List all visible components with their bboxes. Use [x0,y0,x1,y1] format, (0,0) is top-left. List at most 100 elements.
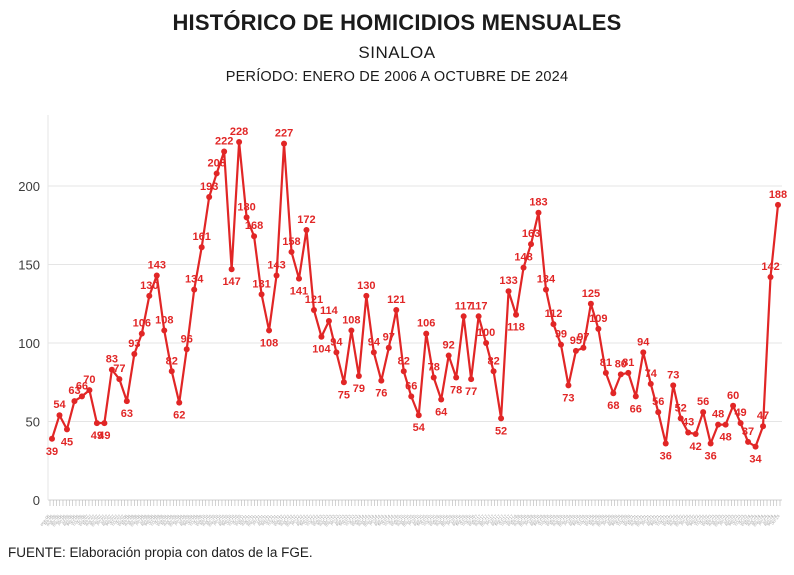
data-point [281,140,288,147]
value-label: 79 [353,383,365,395]
value-label: 70 [83,374,95,386]
data-point [78,393,85,400]
svg-text:oct-11: oct-11 [264,513,275,526]
svg-text:dic-12: dic-12 [309,513,320,526]
value-label: 130 [140,280,158,292]
value-label: 222 [215,135,233,147]
data-point [722,421,729,428]
svg-text:dic-18: dic-18 [543,513,554,526]
svg-text:feb-21: feb-21 [627,513,639,526]
data-point [63,426,70,433]
value-label: 63 [121,408,133,420]
data-point [213,170,220,177]
value-label: 180 [237,201,255,213]
data-point [168,368,175,375]
svg-text:jul-21: jul-21 [643,513,654,525]
data-point [445,352,452,359]
value-label: 108 [155,314,173,326]
value-label: 94 [368,336,381,348]
data-point [153,272,160,279]
svg-text:abr-06: abr-06 [49,513,61,526]
value-label: 106 [417,318,435,330]
data-point [542,286,549,293]
value-label: 141 [290,286,308,298]
svg-text:dic-15: dic-15 [426,513,437,526]
svg-text:dic-08: dic-08 [153,513,164,526]
svg-text:abr-08: abr-08 [127,513,139,526]
data-point [745,438,752,445]
data-point [415,412,422,419]
data-point [243,214,250,221]
svg-text:jul-06: jul-06 [59,513,70,525]
svg-text:abr-23: abr-23 [711,513,723,526]
data-point [93,420,100,427]
data-point [528,241,535,248]
svg-text:jul-11: jul-11 [254,513,265,525]
svg-text:oct-06: oct-06 [69,513,81,526]
value-label: 172 [297,214,315,226]
svg-text:oct-09: oct-09 [186,513,198,526]
svg-text:jul-10: jul-10 [215,513,226,525]
svg-text:feb-17: feb-17 [471,513,483,526]
data-point [760,423,767,430]
data-point [370,349,377,356]
svg-text:dic-17: dic-17 [504,513,515,526]
value-label: 83 [106,354,118,366]
value-label: 45 [61,436,73,448]
value-label: 64 [435,407,448,419]
svg-text:oct-23: oct-23 [731,513,743,526]
svg-text:dic-22: dic-22 [698,513,709,526]
svg-text:oct-12: oct-12 [302,513,314,526]
svg-text:feb-24: feb-24 [744,513,756,526]
svg-text:oct-07: oct-07 [108,513,120,526]
value-label: 56 [697,396,709,408]
y-tick-label-150: 150 [18,258,40,273]
svg-text:oct-16: oct-16 [458,513,470,526]
svg-text:oct-19: oct-19 [575,513,587,526]
value-label: 193 [200,181,218,193]
value-label: 95 [570,335,582,347]
svg-text:dic-11: dic-11 [270,513,281,525]
value-label: 142 [761,261,779,273]
value-label: 63 [68,385,80,397]
data-point [71,398,78,405]
svg-text:dic-07: dic-07 [114,513,125,526]
data-point [498,415,505,422]
svg-text:jul-09: jul-09 [176,513,187,525]
value-label: 99 [555,329,567,341]
value-label: 39 [46,446,58,458]
data-point [505,288,512,295]
value-label: 47 [757,410,769,422]
value-label: 104 [312,344,331,356]
data-point [393,307,400,314]
svg-text:abr-12: abr-12 [283,513,295,526]
value-label: 228 [230,126,248,138]
data-point [176,399,183,406]
data-point [550,321,557,328]
data-point [251,233,258,240]
svg-text:jul-19: jul-19 [566,513,577,525]
data-point [108,366,115,373]
svg-text:feb-19: feb-19 [549,513,561,526]
value-label: 118 [507,322,525,334]
svg-text:dic-09: dic-09 [192,513,203,526]
data-point [767,274,774,281]
data-point [363,292,370,299]
value-label: 161 [193,231,211,243]
data-point [602,369,609,376]
y-tick-label-200: 200 [18,179,40,194]
value-label: 82 [487,355,499,367]
data-point [378,377,385,384]
svg-text:feb-08: feb-08 [121,513,133,526]
svg-text:abr-17: abr-17 [477,513,489,526]
data-point [423,330,430,337]
svg-text:dic-13: dic-13 [348,513,359,526]
svg-text:dic-16: dic-16 [465,513,476,526]
value-label: 49 [734,407,746,419]
data-point [468,376,475,383]
data-point [303,226,310,233]
value-label: 134 [537,274,556,286]
svg-text:jun-11: jun-11 [250,513,262,526]
data-point [640,349,647,356]
value-label: 68 [607,400,619,412]
